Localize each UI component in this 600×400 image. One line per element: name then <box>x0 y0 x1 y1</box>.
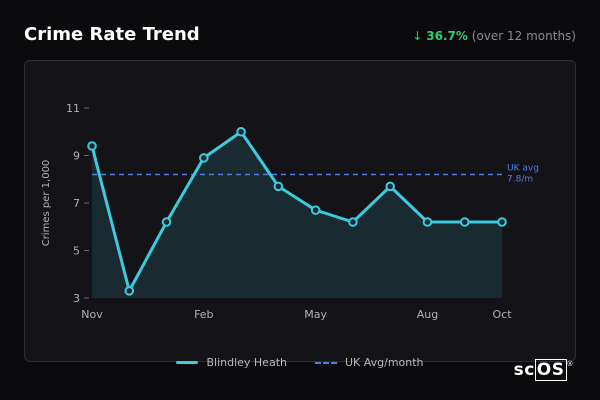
y-tick-label: 3 <box>73 292 80 305</box>
data-point <box>161 217 172 227</box>
data-point <box>310 205 321 215</box>
data-point <box>87 141 97 151</box>
data-point <box>385 181 395 192</box>
change-summary: ↓ 36.7% (over 12 months) <box>412 29 576 43</box>
x-tick-label: Feb <box>194 308 213 321</box>
x-tick-label: Oct <box>492 308 512 321</box>
y-axis-label: Crimes per 1,000 <box>41 160 52 247</box>
logo-boxed: OS <box>534 359 567 381</box>
legend-series-swatch <box>176 361 199 364</box>
legend-average-swatch <box>314 361 337 364</box>
change-period: (over 12 months) <box>471 29 576 43</box>
line-chart: 3 5 7 9 11 Crimes per 1,000 Nov Feb May Aug Oct UK … <box>41 102 539 321</box>
logo-registered-mark: ® <box>566 360 574 368</box>
y-tick-label: 11 <box>66 102 80 115</box>
data-point <box>124 286 135 296</box>
legend-item-average[interactable]: UK Avg/month <box>314 356 424 369</box>
chart-title: Crime Rate Trend <box>24 24 200 45</box>
data-point <box>199 153 209 163</box>
chart-card: 3 5 7 9 11 Crimes per 1,000 Nov Feb May Aug Oct UK … <box>24 60 576 362</box>
x-tick-label: May <box>304 308 327 321</box>
series-line-blindley-heath <box>90 130 504 293</box>
logo-prefix: sc <box>513 360 535 380</box>
data-point <box>273 181 284 192</box>
series-area-fill <box>92 131 502 298</box>
data-point <box>422 217 433 227</box>
chart-legend: Blindley Heath UK Avg/month <box>0 356 600 369</box>
change-percentage: 36.7% <box>426 29 468 43</box>
uk-average-annotation: UK avg <box>507 164 539 174</box>
data-point <box>236 126 246 137</box>
down-arrow-icon: ↓ <box>412 29 423 43</box>
data-point <box>348 217 358 227</box>
x-tick-label: Aug <box>417 308 438 321</box>
y-tick-label: 7 <box>73 197 80 210</box>
legend-series-label: Blindley Heath <box>206 356 287 369</box>
brand-logo: sc OS ® <box>513 359 574 381</box>
data-point <box>497 217 507 227</box>
legend-average-label: UK Avg/month <box>344 356 424 369</box>
uk-average-annotation: 7.8/m <box>507 175 533 185</box>
data-point <box>459 217 470 227</box>
y-tick-label: 9 <box>73 150 80 163</box>
y-tick-label: 5 <box>73 245 80 258</box>
x-tick-label: Nov <box>81 308 103 321</box>
legend-item-series[interactable]: Blindley Heath <box>176 356 287 369</box>
